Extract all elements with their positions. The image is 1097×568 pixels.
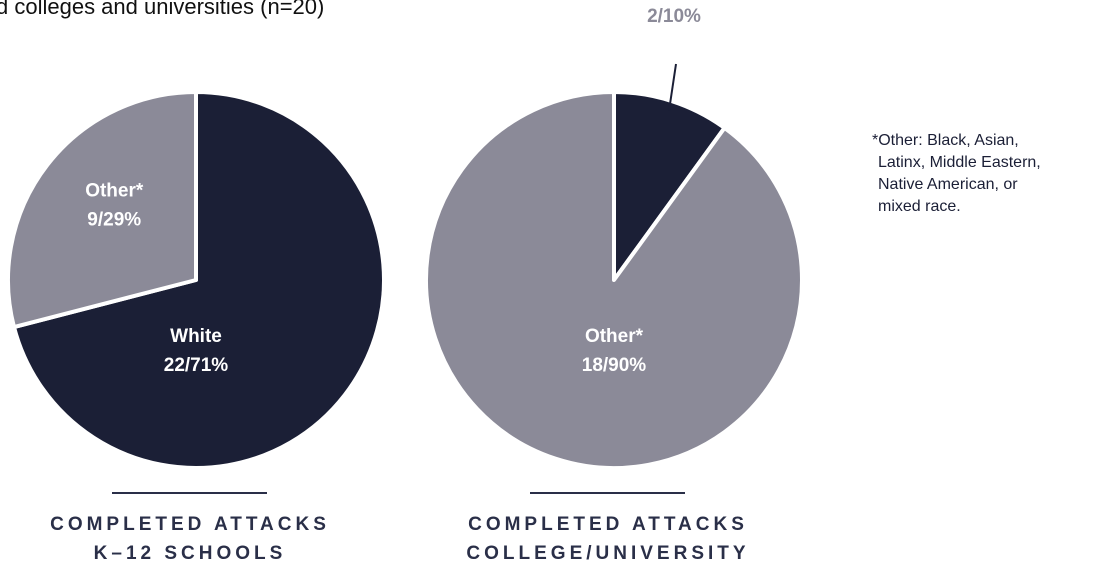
leader-line — [668, 63, 677, 111]
slice-value-label: 2/10% — [647, 6, 701, 27]
footnote-line: Native American, or — [878, 176, 1018, 193]
footnote: *Other: Black, Asian, Latinx, Middle Eas… — [872, 130, 1041, 218]
caption-rule-k12 — [112, 492, 267, 494]
footnote-line: Latinx, Middle Eastern, — [878, 154, 1041, 171]
pie-slice-other — [6, 90, 198, 330]
caption-college: COMPLETED ATTACKS COLLEGE/UNIVERSITY — [453, 510, 763, 568]
slice-label: Other* — [585, 326, 644, 347]
slice-label: Other* — [85, 181, 144, 202]
slice-value-label: 9/29% — [87, 210, 141, 231]
caption-k12: COMPLETED ATTACKS K–12 SCHOOLS — [40, 510, 340, 568]
pie-slice-other — [424, 90, 804, 470]
caption-line: COLLEGE/UNIVERSITY — [466, 543, 750, 564]
footnote-line: mixed race. — [878, 198, 961, 215]
slice-value-label: 22/71% — [164, 355, 229, 376]
chart-title: d colleges and universities (n=20) — [0, 0, 325, 19]
footnote-line: *Other: Black, Asian, — [872, 132, 1019, 149]
pie-slice-white — [12, 90, 386, 470]
slice-value-label: 18/90% — [582, 355, 647, 376]
pie-slice-white — [612, 90, 727, 282]
slice-label: White — [170, 326, 222, 347]
caption-line: K–12 SCHOOLS — [93, 543, 287, 564]
caption-line: COMPLETED ATTACKS — [468, 514, 748, 535]
caption-rule-college — [530, 492, 685, 494]
caption-line: COMPLETED ATTACKS — [50, 514, 330, 535]
